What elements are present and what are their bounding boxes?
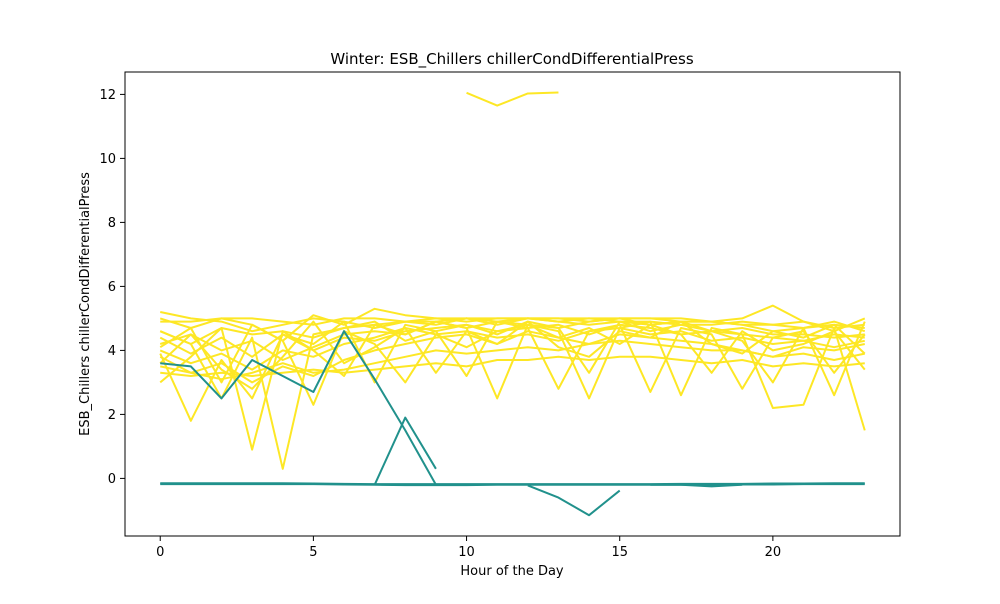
- series-line-yellow-5: [159, 317, 865, 361]
- x-tick-label: 10: [458, 545, 475, 560]
- series-line-yellow-14: [159, 320, 866, 390]
- y-tick-label: 2: [108, 408, 116, 423]
- series-line-teal-17: [160, 483, 865, 487]
- series-line-teal-19: [373, 416, 437, 486]
- series-line-yellow-2: [160, 317, 866, 333]
- series-line-teal-20: [527, 484, 621, 517]
- ticks-layer: 0 5 10 15 20 0 2 4 6 8 10 12: [99, 88, 781, 560]
- series-line-yellow-3: [159, 317, 865, 345]
- series-line-yellow-13: [159, 323, 866, 406]
- x-tick-label: 20: [765, 545, 782, 560]
- plot-frame: [124, 71, 901, 537]
- series-line-yellow-15: [466, 91, 559, 107]
- chart-title: Winter: ESB_Chillers chillerCondDifferen…: [330, 50, 694, 69]
- y-tick-label: 4: [108, 344, 116, 359]
- y-axis-label: ESB_Chillers chillerCondDifferentialPres…: [78, 172, 93, 436]
- series-line-teal-21: [650, 483, 743, 488]
- series-line-teal-18: [160, 330, 437, 486]
- x-axis-label: Hour of the Day: [460, 564, 564, 579]
- x-tick-label: 15: [611, 545, 628, 560]
- y-tick-label: 10: [99, 152, 116, 167]
- y-tick-label: 8: [108, 216, 116, 231]
- x-tick-label: 5: [309, 545, 317, 560]
- series-layer: [159, 91, 866, 517]
- x-tick-label: 0: [156, 545, 164, 560]
- y-tick-label: 0: [108, 472, 116, 487]
- series-line-yellow-8: [160, 339, 865, 381]
- series-line-yellow-10: [159, 320, 866, 422]
- y-tick-label: 12: [99, 88, 116, 103]
- y-tick-label: 6: [108, 280, 116, 295]
